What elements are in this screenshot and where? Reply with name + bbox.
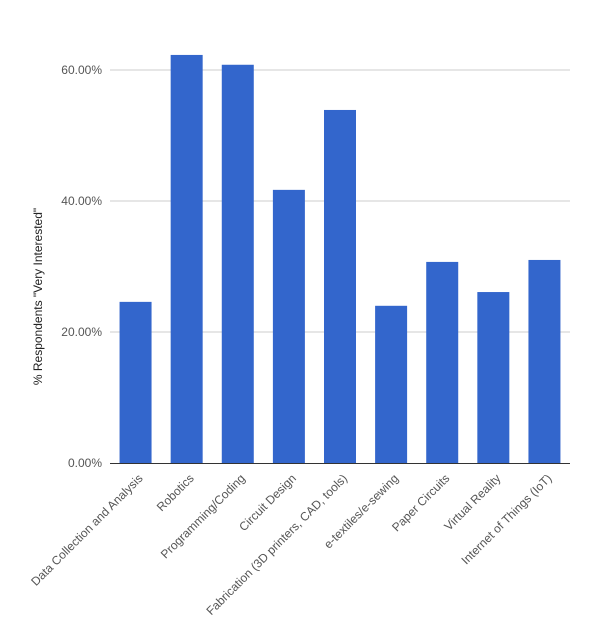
x-category-label: Programming/Coding: [158, 471, 248, 561]
bar: [272, 189, 305, 464]
bar: [426, 261, 459, 463]
bar: [528, 259, 561, 463]
y-tick-label: 40.00%: [61, 194, 102, 208]
bar: [477, 292, 510, 463]
x-category-label: Robotics: [154, 471, 197, 514]
y-axis-title: % Respondents "Very Interested": [31, 208, 45, 385]
bar: [170, 54, 203, 464]
y-tick-label: 0.00%: [68, 456, 102, 470]
y-tick-label: 60.00%: [61, 63, 102, 77]
x-category-label: Internet of Things (IoT): [459, 471, 555, 567]
y-tick-labels: 0.00% 20.00% 40.00% 60.00%: [61, 63, 102, 470]
bars: [119, 54, 561, 464]
bar: [221, 64, 254, 463]
x-category-labels: Data Collection and Analysis RoboticsProg…: [28, 471, 554, 618]
bar: [375, 305, 408, 463]
x-category-label: Data Collection and Analysis: [28, 471, 145, 588]
bar: [119, 301, 152, 463]
bar: [324, 109, 356, 463]
y-tick-label: 20.00%: [61, 325, 102, 339]
